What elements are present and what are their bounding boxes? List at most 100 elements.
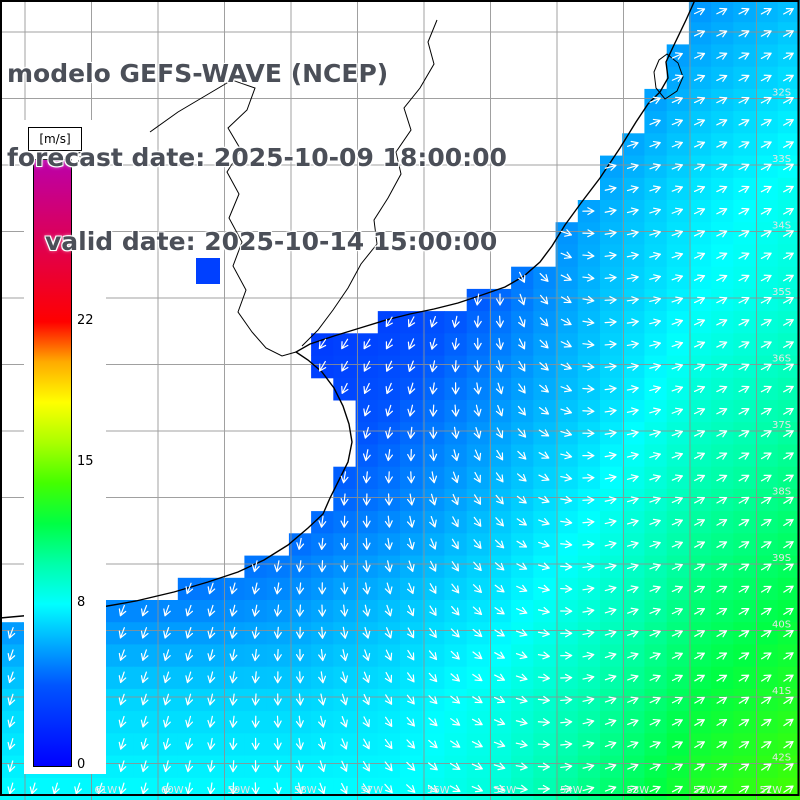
wind-arrow — [340, 582, 349, 595]
wind-arrow — [604, 629, 617, 638]
wind-arrow — [429, 426, 438, 439]
wind-arrow — [694, 563, 706, 571]
wind-arrow — [783, 630, 794, 638]
wind-arrow — [163, 760, 171, 773]
wind-arrow — [495, 472, 504, 483]
wind-arrow — [604, 273, 617, 282]
wind-arrow — [738, 163, 750, 171]
wind-arrow — [582, 229, 595, 238]
wind-arrow — [251, 782, 260, 795]
wind-arrow — [495, 337, 504, 350]
wind-arrow — [495, 404, 504, 417]
wind-arrow — [495, 427, 504, 439]
valid-date: valid date: 2025-10-14 15:00:00 — [45, 227, 498, 256]
wind-arrow — [693, 118, 706, 127]
wind-arrow — [582, 207, 595, 216]
wind-arrow — [783, 408, 794, 416]
wind-arrow — [449, 762, 461, 770]
wind-arrow — [7, 627, 16, 639]
wind-arrow — [560, 673, 573, 682]
lon-label: 55W — [494, 785, 517, 796]
wind-arrow — [473, 471, 481, 483]
wind-arrow — [626, 296, 639, 305]
wind-arrow — [537, 784, 551, 793]
wind-arrow — [318, 760, 326, 773]
wind-arrow — [251, 560, 260, 573]
wind-arrow — [340, 537, 349, 550]
wind-arrow — [738, 741, 750, 749]
wind-arrow — [671, 340, 684, 349]
wind-arrow — [738, 296, 750, 305]
wind-arrow — [671, 252, 684, 260]
wind-arrow — [761, 652, 772, 660]
wind-arrow — [472, 695, 483, 704]
wind-arrow — [163, 715, 171, 728]
wind-arrow — [760, 385, 772, 393]
wind-arrow — [604, 740, 617, 749]
wind-arrow — [716, 163, 728, 171]
wind-arrow — [738, 385, 750, 393]
wind-arrow — [716, 674, 728, 682]
wind-arrow — [429, 493, 437, 506]
wind-arrow — [429, 360, 438, 373]
wind-arrow — [716, 519, 728, 527]
wind-arrow — [140, 738, 149, 750]
map-header: modelo GEFS-WAVE (NCEP) forecast date: 2… — [7, 4, 507, 312]
wind-arrow — [738, 30, 750, 38]
wind-arrow — [493, 740, 506, 748]
wind-arrow — [738, 274, 750, 282]
wind-arrow — [96, 782, 105, 795]
wind-arrow — [649, 629, 661, 638]
wind-arrow — [516, 540, 528, 548]
wind-arrow — [493, 695, 506, 704]
wind-arrow — [604, 496, 617, 505]
wind-arrow — [626, 163, 639, 171]
wind-arrow — [671, 207, 684, 216]
wind-arrow — [783, 296, 794, 305]
wind-arrow — [251, 649, 260, 662]
wind-arrow — [604, 207, 617, 216]
wind-arrow — [429, 449, 438, 462]
wind-arrow — [495, 539, 505, 549]
wind-arrow — [694, 474, 706, 482]
river-path — [149, 79, 297, 357]
wind-arrow — [7, 693, 16, 706]
wind-arrow — [471, 718, 483, 726]
wind-arrow — [738, 607, 750, 616]
wind-arrow — [384, 627, 393, 639]
wind-arrow — [362, 471, 371, 484]
wind-arrow — [738, 141, 750, 149]
wind-arrow — [649, 229, 661, 238]
wind-arrow — [251, 582, 260, 595]
wind-arrow — [384, 761, 393, 772]
wind-arrow — [604, 674, 617, 682]
wind-arrow — [760, 52, 772, 60]
wind-arrow — [627, 718, 639, 727]
wind-arrow — [515, 718, 528, 726]
wind-arrow — [582, 318, 595, 327]
wind-arrow — [694, 652, 705, 660]
wind-arrow — [7, 671, 16, 684]
wind-arrow — [560, 718, 573, 727]
wind-arrow — [185, 782, 194, 795]
wind-arrow — [495, 517, 505, 527]
wind-arrow — [560, 607, 573, 616]
wind-arrow — [229, 715, 238, 728]
wind-arrow — [539, 294, 549, 305]
wind-arrow — [738, 652, 750, 660]
wind-arrow — [716, 652, 728, 660]
wind-arrow — [473, 293, 482, 306]
wind-arrow — [716, 207, 728, 216]
wind-arrow — [295, 760, 304, 773]
wind-arrow — [362, 716, 370, 728]
wind-arrow — [163, 627, 171, 639]
wind-arrow — [649, 674, 661, 682]
wind-arrow — [296, 604, 305, 617]
wind-arrow — [582, 651, 595, 660]
wind-arrow — [738, 563, 750, 571]
wind-arrow — [207, 671, 216, 684]
wind-arrow — [496, 293, 504, 306]
wind-arrow — [185, 715, 194, 728]
wind-arrow — [429, 627, 437, 638]
